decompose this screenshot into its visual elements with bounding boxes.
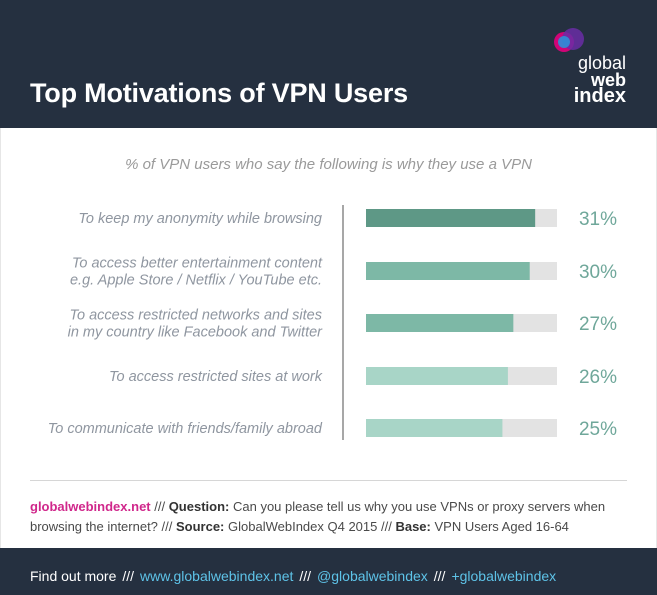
footer-links: Find out more /// www.globalwebindex.net //… [30,568,556,584]
footnote-sep: /// [157,519,176,534]
website-link[interactable]: www.globalwebindex.net [140,568,294,584]
footer-sep: /// [433,568,446,584]
find-out-more: Find out more [30,568,117,584]
globalwebindex-logo: global web index [548,24,638,114]
chart-card [0,128,657,548]
footer-sep: /// [122,568,135,584]
footnote: globalwebindex.net /// Question: Can you… [30,497,630,537]
question-text: Can you please tell us why you use VPNs … [30,499,606,534]
question-label: Question: [168,499,230,514]
footnote-sep: /// [377,519,396,534]
footer-bar [0,548,657,595]
header-banner [0,0,657,128]
page-title: Top Motivations of VPN Users [30,78,408,108]
source-text: GlobalWebIndex Q4 2015 [228,519,378,534]
divider [30,480,627,481]
gplus-link[interactable]: +globalwebindex [451,568,557,584]
twitter-link[interactable]: @globalwebindex [317,568,428,584]
logo-word-index: index [573,85,626,107]
logo-word-global: global [577,53,626,73]
base-text: VPN Users Aged 16-64 [434,519,569,534]
footnote-sep: /// [150,499,169,514]
base-label: Base: [395,519,431,534]
source-label: Source: [175,519,225,534]
chart-subtitle: % of VPN users who say the following is … [125,156,532,173]
footer-sep: /// [299,568,312,584]
logo-circle-blue [558,36,570,48]
logo-word-web: web [590,70,626,90]
footnote-site: globalwebindex.net [30,499,151,514]
